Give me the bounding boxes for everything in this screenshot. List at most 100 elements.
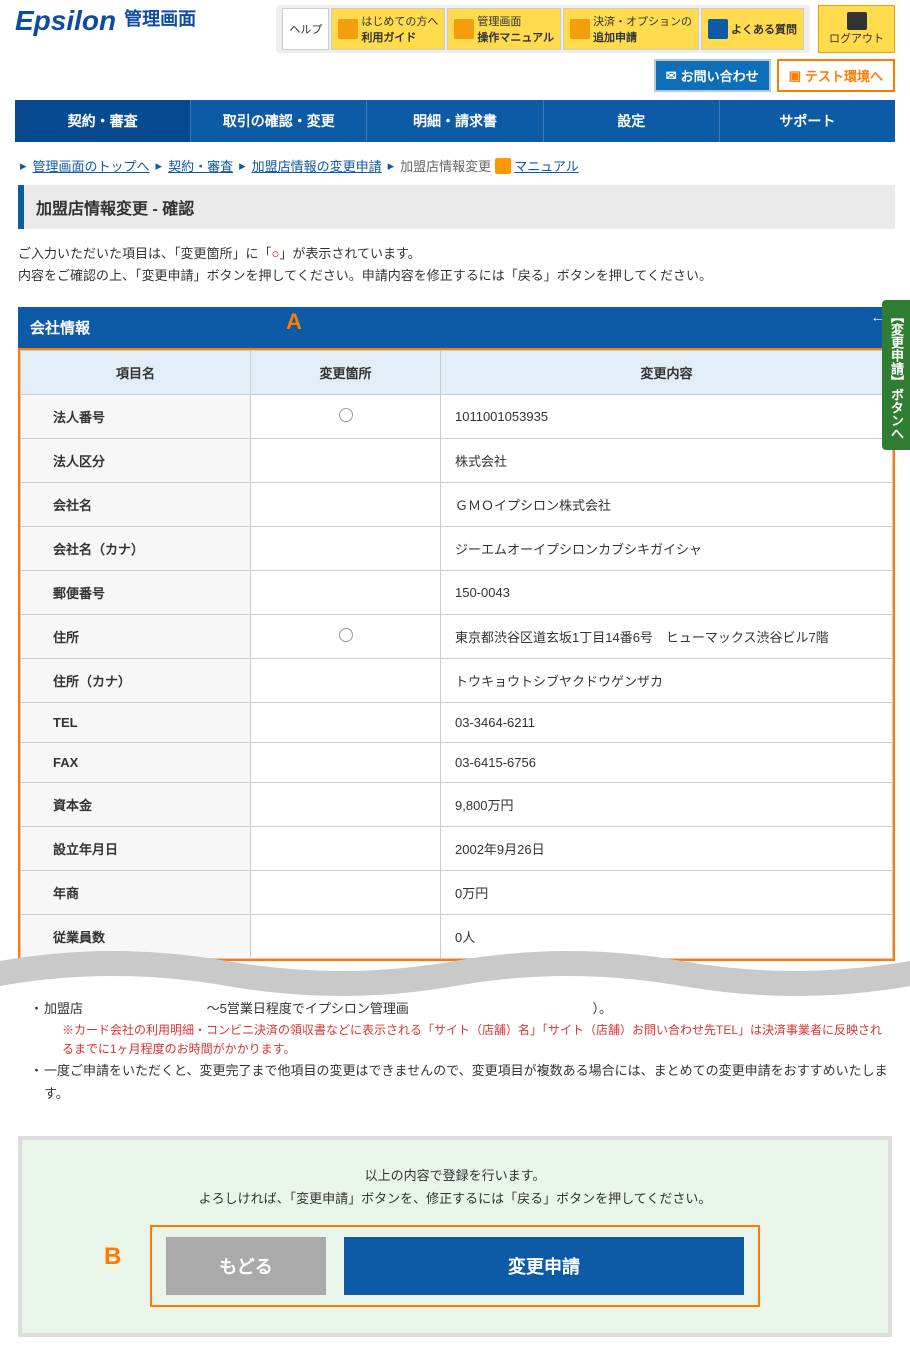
- row-label: FAX: [21, 743, 251, 783]
- row-value: トウキョウトシブヤクドウゲンザカ: [441, 659, 893, 703]
- contact-button[interactable]: ✉お問い合わせ: [654, 59, 771, 92]
- section-title: 会社情報: [18, 307, 895, 348]
- row-value: ＧＭＯイプシロン株式会社: [441, 483, 893, 527]
- back-button[interactable]: もどる: [166, 1237, 326, 1295]
- row-changed: [251, 703, 441, 743]
- note-1-fragment: 加盟店: [44, 1001, 83, 1016]
- chevron-icon: ▸: [156, 158, 163, 174]
- nav-contract[interactable]: 契約・審査: [15, 100, 191, 142]
- bc-current: 加盟店情報変更: [400, 156, 491, 175]
- book-icon: [495, 158, 511, 174]
- action-text-2: よろしければ、「変更申請」ボタンを、修正するには「戻る」ボタンを押してください。: [199, 1191, 712, 1206]
- annotation-a: A: [286, 309, 302, 335]
- manual-icon: [454, 19, 474, 39]
- logout-icon: [847, 12, 867, 30]
- table-row: 郵便番号150-0043: [21, 571, 893, 615]
- sub-button-bar: ✉お問い合わせ ▣テスト環境へ: [654, 59, 895, 92]
- table-row: 住所（カナ） トウキョウトシブヤクドウゲンザカ: [21, 659, 893, 703]
- breadcrumb: ▸管理画面のトップへ ▸契約・審査 ▸加盟店情報の変更申請 ▸加盟店情報変更 マ…: [0, 142, 910, 185]
- row-label: 住所: [21, 615, 251, 659]
- row-changed: [251, 827, 441, 871]
- arrow-icon: ▣: [789, 68, 801, 84]
- table-row: 会社名 ＧＭＯイプシロン株式会社: [21, 483, 893, 527]
- nav-support[interactable]: サポート: [720, 100, 895, 142]
- row-label: 法人区分: [21, 439, 251, 483]
- row-changed: [251, 439, 441, 483]
- row-label: 住所（カナ）: [21, 659, 251, 703]
- row-changed: [251, 871, 441, 915]
- option-icon: [570, 19, 590, 39]
- table-row: 法人番号 1011001053935: [21, 395, 893, 439]
- table-row: 住所 東京都渋谷区道玄坂1丁目14番6号 ヒューマックス渋谷ビル7階: [21, 615, 893, 659]
- bc-contract[interactable]: 契約・審査: [168, 156, 233, 175]
- row-value: 2002年9月26日: [441, 827, 893, 871]
- button-row: B もどる 変更申請: [150, 1225, 760, 1307]
- action-text-1: 以上の内容で登録を行います。: [365, 1168, 546, 1183]
- row-value: ジーエムオーイプシロンカブシキガイシャ: [441, 527, 893, 571]
- brand-subtitle: 管理画面: [124, 5, 196, 31]
- nav-statement[interactable]: 明細・請求書: [367, 100, 543, 142]
- annotation-b: B: [104, 1243, 121, 1271]
- company-section: 会社情報 A 項目名 変更箇所 変更内容 法人番号1011001053935法人…: [18, 307, 895, 961]
- row-value: 9,800万円: [441, 783, 893, 827]
- guide-button[interactable]: はじめての方へ利用ガイド: [331, 8, 445, 50]
- table-row: 設立年月日 2002年9月26日: [21, 827, 893, 871]
- row-value: 東京都渋谷区道玄坂1丁目14番6号 ヒューマックス渋谷ビル7階: [441, 615, 893, 659]
- option-button[interactable]: 決済・オプションの追加申請: [563, 8, 699, 50]
- header-right: ヘルプ はじめての方へ利用ガイド 管理画面操作マニュアル 決済・オプションの追加…: [276, 5, 895, 92]
- manual-button[interactable]: 管理画面操作マニュアル: [447, 8, 561, 50]
- row-changed: [251, 615, 441, 659]
- row-changed: [251, 571, 441, 615]
- row-label: 会社名（カナ）: [21, 527, 251, 571]
- note-red: ※カード会社の利用明細・コンビニ決済の領収書などに表示される「サイト（店舗）名」…: [30, 1021, 888, 1059]
- row-label: 法人番号: [21, 395, 251, 439]
- th-label: 項目名: [21, 351, 251, 395]
- manual-link[interactable]: マニュアル: [495, 156, 579, 175]
- row-label: 設立年月日: [21, 827, 251, 871]
- row-label: 会社名: [21, 483, 251, 527]
- notes: ・ 加盟店 ～5営業日程度でイプシロン管理画 ）。 ※カード会社の利用明細・コン…: [0, 991, 910, 1116]
- row-changed: [251, 743, 441, 783]
- row-changed: [251, 395, 441, 439]
- row-value: 03-6415-6756: [441, 743, 893, 783]
- row-label: TEL: [21, 703, 251, 743]
- row-label: 年商: [21, 871, 251, 915]
- table-highlight: 項目名 変更箇所 変更内容 法人番号1011001053935法人区分株式会社会…: [18, 348, 895, 961]
- submit-button[interactable]: 変更申請: [344, 1237, 744, 1295]
- guide-icon: [338, 19, 358, 39]
- table-row: 会社名（カナ） ジーエムオーイプシロンカブシキガイシャ: [21, 527, 893, 571]
- row-value: 03-3464-6211: [441, 703, 893, 743]
- table-row: FAX 03-6415-6756: [21, 743, 893, 783]
- th-value: 変更内容: [441, 351, 893, 395]
- faq-button[interactable]: よくある質問: [701, 8, 804, 50]
- page-title: 加盟店情報変更 - 確認: [18, 185, 895, 229]
- row-value: 0万円: [441, 871, 893, 915]
- nav-transaction[interactable]: 取引の確認・変更: [191, 100, 367, 142]
- logout-button[interactable]: ログアウト: [818, 5, 895, 53]
- bc-change[interactable]: 加盟店情報の変更申請: [252, 156, 382, 175]
- table-row: 法人区分 株式会社: [21, 439, 893, 483]
- note-2: 一度ご申請をいただくと、変更完了まで他項目の変更はできませんので、変更項目が複数…: [30, 1059, 888, 1106]
- row-value: 株式会社: [441, 439, 893, 483]
- row-value: 1011001053935: [441, 395, 893, 439]
- side-scroll-tab[interactable]: 【変更申請】ボタンへ↓: [882, 300, 910, 450]
- row-label: 郵便番号: [21, 571, 251, 615]
- test-env-button[interactable]: ▣テスト環境へ: [777, 59, 895, 92]
- mail-icon: ✉: [666, 68, 677, 84]
- company-table: 項目名 変更箇所 変更内容 法人番号1011001053935法人区分株式会社会…: [20, 350, 893, 959]
- nav-settings[interactable]: 設定: [544, 100, 720, 142]
- changed-mark-icon: [339, 628, 353, 642]
- content-cut: [0, 941, 910, 1001]
- description: ご入力いただいた項目は、「変更箇所」に「○」が表示されています。 内容をご確認の…: [0, 243, 910, 307]
- row-changed: [251, 483, 441, 527]
- chevron-icon: ▸: [20, 158, 27, 174]
- main-nav: 契約・審査 取引の確認・変更 明細・請求書 設定 サポート: [15, 100, 895, 142]
- row-label: 資本金: [21, 783, 251, 827]
- row-changed: [251, 783, 441, 827]
- arrow-down-icon: ↓: [871, 316, 887, 440]
- bc-top[interactable]: 管理画面のトップへ: [33, 156, 150, 175]
- help-button[interactable]: ヘルプ: [282, 8, 329, 50]
- top-button-bar: ヘルプ はじめての方へ利用ガイド 管理画面操作マニュアル 決済・オプションの追加…: [276, 5, 810, 53]
- row-changed: [251, 527, 441, 571]
- table-row: 年商 0万円: [21, 871, 893, 915]
